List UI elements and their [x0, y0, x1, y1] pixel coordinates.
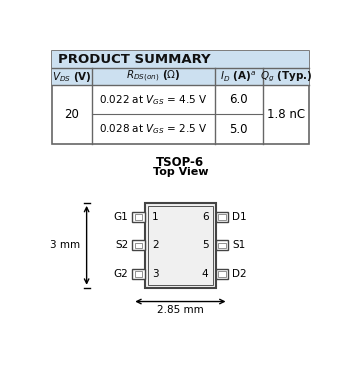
Bar	[132, 240, 145, 250]
Text: 3: 3	[152, 269, 159, 279]
Text: $R_{DS(on)}$ ($\Omega$): $R_{DS(on)}$ ($\Omega$)	[126, 69, 181, 84]
Text: 4: 4	[202, 269, 208, 279]
Bar	[216, 212, 228, 222]
Text: 3 mm: 3 mm	[50, 240, 80, 250]
Bar	[135, 214, 143, 220]
Text: S1: S1	[232, 240, 246, 250]
Text: 1.8 nC: 1.8 nC	[267, 108, 305, 121]
Text: D2: D2	[232, 269, 247, 279]
Bar	[135, 243, 143, 248]
Bar	[148, 206, 213, 285]
Text: G2: G2	[114, 269, 128, 279]
Bar	[52, 51, 309, 144]
Bar	[52, 68, 309, 85]
Text: G1: G1	[114, 212, 128, 222]
Text: 0.028 at $V_{GS}$ = 2.5 V: 0.028 at $V_{GS}$ = 2.5 V	[99, 122, 208, 136]
Text: 0.022 at $V_{GS}$ = 4.5 V: 0.022 at $V_{GS}$ = 4.5 V	[99, 93, 208, 107]
Bar	[218, 243, 226, 248]
Text: 6: 6	[202, 212, 208, 222]
Text: D1: D1	[232, 212, 247, 222]
Text: 20: 20	[64, 108, 79, 121]
Text: 5.0: 5.0	[229, 123, 248, 136]
Text: 5: 5	[202, 240, 208, 250]
Bar	[132, 212, 145, 222]
Text: 1: 1	[152, 212, 159, 222]
Text: Top View: Top View	[153, 167, 208, 177]
Bar	[145, 203, 216, 288]
Bar	[132, 269, 145, 279]
Text: PRODUCT SUMMARY: PRODUCT SUMMARY	[58, 53, 210, 66]
Text: $I_D$ (A)$^a$: $I_D$ (A)$^a$	[220, 70, 257, 84]
Bar	[135, 271, 143, 276]
Bar	[218, 214, 226, 220]
Text: 2: 2	[152, 240, 159, 250]
Bar	[216, 269, 228, 279]
Text: S2: S2	[115, 240, 128, 250]
Text: TSOP-6: TSOP-6	[156, 156, 205, 169]
Bar	[216, 240, 228, 250]
Bar	[218, 271, 226, 276]
Text: 2.85 mm: 2.85 mm	[157, 305, 204, 315]
Text: $Q_g$ (Typ.): $Q_g$ (Typ.)	[259, 70, 312, 84]
Text: 6.0: 6.0	[229, 93, 248, 106]
Bar	[52, 51, 309, 68]
Text: $V_{DS}$ (V): $V_{DS}$ (V)	[52, 70, 92, 84]
